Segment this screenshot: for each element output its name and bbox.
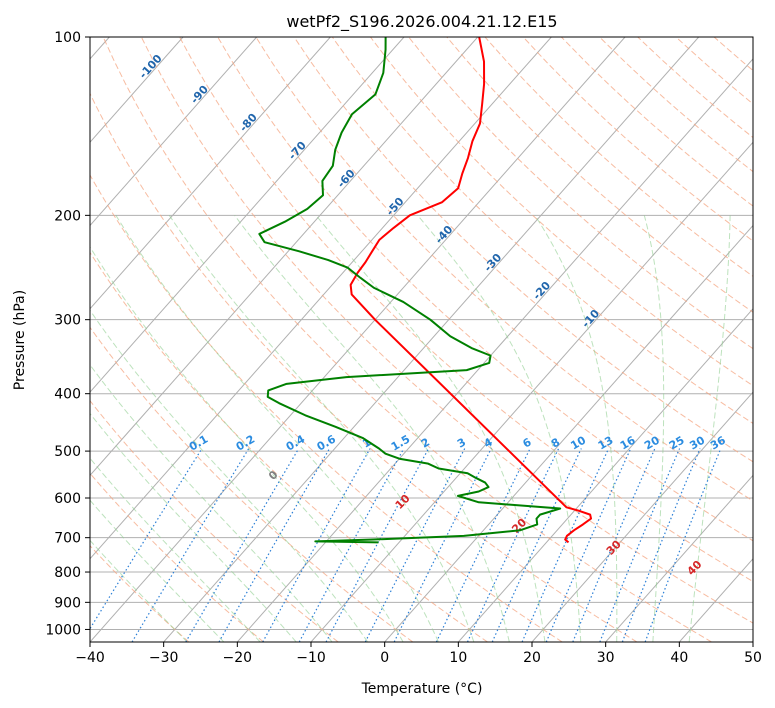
y-tick-label: 1000	[45, 622, 81, 638]
moist-adiabat	[115, 215, 439, 642]
dry-adiabat	[140, 37, 753, 624]
dry-adiabat	[102, 37, 712, 642]
y-tick-label: 500	[54, 444, 81, 460]
dry-adiabat	[90, 174, 563, 642]
isotherm-gridline	[90, 37, 552, 560]
mixing-ratio-line	[364, 448, 466, 642]
dry-adiabat	[90, 399, 339, 642]
moist-adiabat	[90, 412, 297, 642]
dry-adiabat	[331, 37, 753, 424]
x-tick-label: −20	[223, 650, 253, 666]
plot-background	[90, 37, 753, 642]
isotherm-gridline	[163, 37, 700, 642]
dry-adiabat	[90, 472, 264, 642]
isotherm-gridline	[457, 308, 753, 642]
mixing-ratio-line	[90, 448, 203, 630]
mixing-ratio-line	[298, 448, 405, 642]
x-tick-label: 10	[449, 650, 467, 666]
dry-adiabat	[90, 251, 488, 642]
y-tick-label: 200	[54, 208, 81, 224]
isotherm-gridline	[90, 37, 184, 143]
mixing-ratio-line	[325, 448, 430, 642]
mixing-ratio-line	[185, 448, 300, 642]
dry-adiabat	[370, 37, 753, 387]
moist-adiabat	[643, 215, 665, 642]
x-tick-label: −40	[75, 650, 105, 666]
x-tick-label: 20	[523, 650, 541, 666]
isotherm-gridline	[90, 37, 405, 393]
mixing-ratio-line	[466, 448, 560, 642]
mixing-ratio-line	[491, 448, 582, 642]
plot-frame	[89, 36, 754, 643]
moist-adiabat	[168, 215, 475, 642]
moist-adiabat	[90, 309, 369, 642]
isotherm-gridline	[605, 474, 753, 642]
moist-adiabat	[90, 246, 404, 642]
y-tick-label: 600	[54, 491, 81, 507]
y-tick-label: 300	[54, 313, 81, 329]
chart-title: wetPf2_S196.2026.004.21.12.E15	[286, 12, 557, 32]
moist-adiabat	[90, 457, 261, 642]
moist-adiabat	[315, 215, 546, 642]
dry-adiabat	[179, 37, 753, 583]
dry-adiabat	[446, 37, 753, 313]
y-tick-label: 700	[54, 531, 81, 547]
isotherm-gridline	[752, 641, 753, 642]
x-tick-label: −10	[296, 650, 326, 666]
x-tick-label: −30	[149, 650, 179, 666]
mixing-ratio-line	[644, 448, 722, 642]
dry-adiabat	[751, 37, 753, 39]
temperature-profile	[349, 37, 593, 544]
moist-adiabat	[417, 215, 582, 642]
mixing-ratio-line	[393, 448, 492, 642]
moist-adiabat	[234, 215, 510, 642]
y-tick-label: 900	[54, 595, 81, 611]
dry-adiabat	[217, 37, 753, 542]
x-tick-label: 50	[744, 650, 762, 666]
moist-adiabat	[688, 215, 731, 642]
y-axis-label: Pressure (hPa)	[12, 290, 28, 390]
dry-adiabat	[255, 37, 753, 502]
y-tick-label: 100	[54, 30, 81, 46]
mixing-ratio-line	[621, 448, 701, 642]
x-tick-label: 30	[597, 650, 615, 666]
mixing-ratio-line	[599, 448, 681, 642]
y-tick-label: 400	[54, 387, 81, 403]
isotherm-gridline	[90, 37, 626, 642]
x-tick-label: 0	[380, 650, 389, 666]
moist-adiabat	[90, 364, 333, 642]
isotherm-gridline	[531, 391, 753, 642]
dewpoint-profile	[258, 37, 562, 544]
isotherm-gridline	[310, 141, 753, 642]
moist-adiabat	[534, 215, 618, 642]
isotherm-gridline	[90, 37, 479, 477]
dry-adiabat	[90, 92, 638, 642]
isotherm-gridline	[90, 37, 258, 227]
x-tick-label: 40	[670, 650, 688, 666]
moist-adiabat	[90, 499, 225, 642]
mixing-ratio-line	[572, 448, 656, 642]
y-tick-label: 800	[54, 565, 81, 581]
isotherm-gridline	[384, 224, 753, 642]
x-axis-label: Temperature (°C)	[361, 681, 483, 697]
